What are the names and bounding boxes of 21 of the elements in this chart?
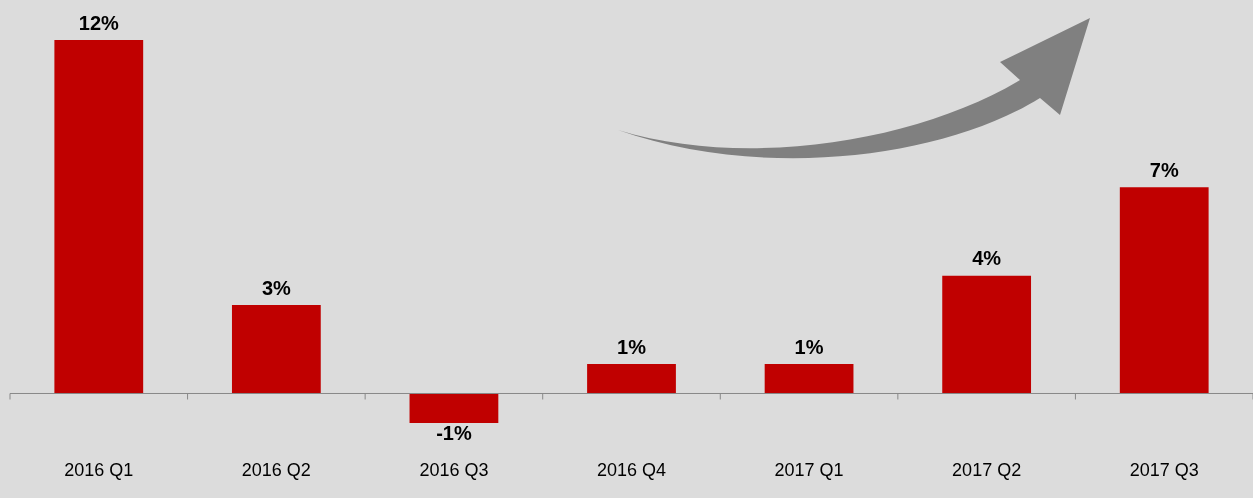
- bar: [942, 275, 1032, 394]
- x-tick-label: 2016 Q4: [596, 460, 667, 481]
- bar: [764, 364, 854, 394]
- data-label: 3%: [261, 276, 292, 299]
- data-label: -1%: [436, 422, 472, 445]
- x-tick-label: 2017 Q1: [774, 460, 844, 481]
- x-tick-label: 2016 Q1: [64, 460, 134, 481]
- x-tick-label: 2016 Q3: [419, 460, 489, 481]
- data-label: 1%: [617, 335, 647, 358]
- bar: [54, 40, 144, 394]
- x-tick-label: 2017 Q3: [1129, 460, 1199, 481]
- data-label: 7%: [1149, 158, 1179, 181]
- bar: [231, 305, 321, 394]
- x-tick-label: 2016 Q2: [241, 460, 311, 481]
- bar: [587, 364, 676, 394]
- bar: [409, 393, 499, 423]
- x-tick-label: 2017 Q2: [952, 460, 1022, 481]
- data-label: 12%: [78, 11, 120, 34]
- bar: [1119, 187, 1209, 394]
- data-label: 4%: [972, 247, 1002, 270]
- data-label: 1%: [794, 335, 824, 358]
